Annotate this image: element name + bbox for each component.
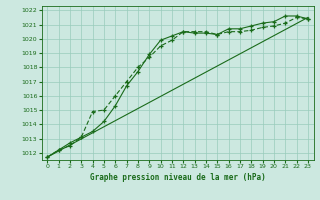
X-axis label: Graphe pression niveau de la mer (hPa): Graphe pression niveau de la mer (hPa)	[90, 173, 266, 182]
